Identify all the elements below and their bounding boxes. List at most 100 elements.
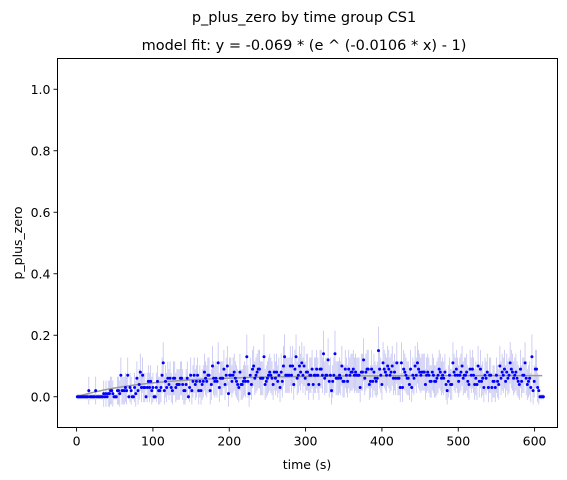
data-point: [199, 389, 203, 393]
data-point: [226, 392, 230, 396]
data-point: [224, 373, 228, 377]
data-point: [406, 376, 410, 380]
data-point: [263, 382, 267, 386]
data-point: [524, 376, 528, 380]
data-point: [461, 376, 465, 380]
data-point: [151, 386, 155, 390]
data-point: [373, 376, 377, 380]
data-point: [429, 379, 433, 383]
data-point: [502, 367, 506, 371]
data-point: [441, 373, 445, 377]
data-point: [188, 386, 192, 390]
data-point: [177, 382, 181, 386]
data-point: [507, 373, 511, 377]
data-point: [409, 367, 413, 371]
data-point: [390, 364, 394, 368]
data-point: [398, 386, 402, 390]
data-point: [467, 382, 471, 386]
data-point: [235, 379, 239, 383]
data-point: [442, 376, 446, 380]
data-point: [168, 376, 172, 380]
data-point: [280, 379, 284, 383]
data-point: [497, 382, 501, 386]
data-point: [281, 364, 285, 368]
data-point: [389, 370, 393, 374]
data-point: [481, 376, 485, 380]
data-point: [123, 386, 127, 390]
data-point: [327, 379, 331, 383]
data-point: [303, 376, 307, 380]
data-point: [366, 367, 370, 371]
x-axis-ticks: 0 100 200 300 400 500 600: [73, 427, 547, 449]
data-point: [264, 379, 268, 383]
data-point: [160, 373, 164, 377]
data-point: [210, 364, 214, 368]
data-point: [485, 370, 489, 374]
data-point: [330, 389, 334, 393]
data-point: [283, 355, 287, 359]
data-point: [134, 392, 138, 396]
data-point: [233, 376, 237, 380]
data-point: [412, 376, 416, 380]
data-point: [295, 376, 299, 380]
data-point: [498, 364, 502, 368]
data-point: [520, 379, 524, 383]
data-point: [338, 373, 342, 377]
data-point: [162, 389, 166, 393]
data-point: [489, 373, 493, 377]
data-point: [192, 373, 196, 377]
data-point: [297, 364, 301, 368]
data-point: [402, 367, 406, 371]
data-point: [363, 376, 367, 380]
data-point: [453, 373, 457, 377]
data-point: [158, 389, 162, 393]
data-point: [271, 382, 275, 386]
data-point: [222, 367, 226, 371]
data-point: [523, 361, 527, 365]
data-point: [343, 367, 347, 371]
data-point: [287, 373, 291, 377]
data-point: [191, 379, 195, 383]
data-point: [328, 373, 332, 377]
data-point: [350, 370, 354, 374]
data-point: [525, 382, 529, 386]
data-point: [215, 379, 219, 383]
data-point: [515, 376, 519, 380]
data-point: [292, 382, 296, 386]
data-point: [360, 370, 364, 374]
data-point: [388, 373, 392, 377]
data-point: [403, 370, 407, 374]
data-point: [501, 373, 505, 377]
data-point: [184, 382, 188, 386]
data-point: [181, 382, 185, 386]
data-point: [332, 373, 336, 377]
data-point: [169, 386, 173, 390]
data-point: [422, 370, 426, 374]
data-point: [483, 373, 487, 377]
data-point: [200, 382, 204, 386]
data-point: [246, 379, 250, 383]
data-point: [105, 395, 109, 399]
data-point: [513, 373, 517, 377]
data-point: [296, 373, 300, 377]
data-point: [466, 379, 470, 383]
data-point: [267, 373, 271, 377]
data-point: [127, 395, 131, 399]
data-point: [399, 361, 403, 365]
data-point: [443, 370, 447, 374]
data-point: [293, 367, 297, 371]
data-point: [174, 386, 178, 390]
data-point: [87, 389, 91, 393]
data-point: [198, 379, 202, 383]
data-point: [457, 379, 461, 383]
data-point: [385, 373, 389, 377]
data-point: [517, 382, 521, 386]
data-point: [208, 389, 212, 393]
data-point: [213, 379, 217, 383]
data-point: [331, 379, 335, 383]
data-point: [320, 373, 324, 377]
data-point: [138, 370, 142, 374]
data-point: [418, 370, 422, 374]
data-point: [261, 376, 265, 380]
data-point: [268, 370, 272, 374]
